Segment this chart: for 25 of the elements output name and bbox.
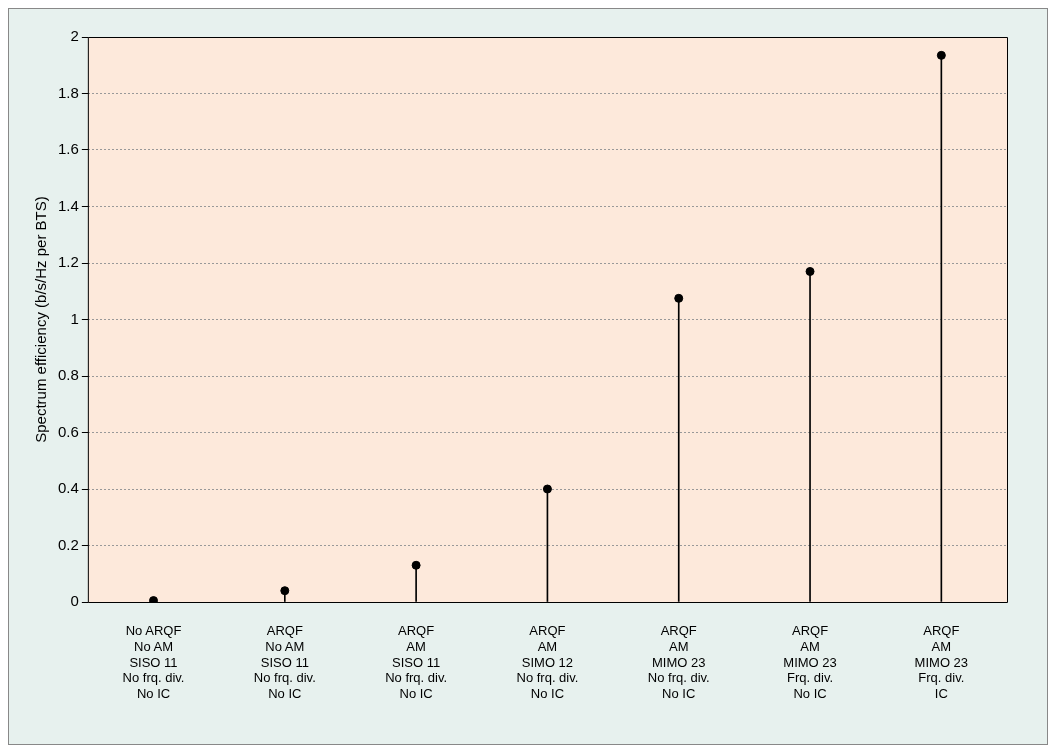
y-tick-label: 1.4 (57, 196, 79, 214)
y-tick-label: 1.8 (57, 83, 79, 101)
y-tick-label: 0.4 (57, 479, 79, 497)
y-tick-label: 1.6 (57, 140, 79, 158)
point (542, 484, 552, 494)
x-tick-label: ARQF AM SISO 11 No frq. div. No IC (385, 623, 448, 701)
y-tick-label: 1 (70, 309, 79, 327)
point (411, 560, 421, 570)
y-tick-label: 2 (70, 27, 79, 45)
x-tick-label: No ARQF No AM SISO 11 No frq. div. No IC (122, 623, 185, 701)
y-tick-label: 1.2 (57, 253, 79, 271)
x-tick-label: ARQF AM MIMO 23 No frq. div. No IC (647, 623, 710, 701)
point (280, 586, 290, 596)
y-tick-label: 0.8 (57, 366, 79, 384)
point (805, 266, 815, 276)
y-axis-title: Spectrum efficiency (b/s/Hz per BTS) (32, 196, 50, 443)
y-tick-label: 0 (70, 592, 79, 610)
x-tick-label: ARQF AM SIMO 12 No frq. div. No IC (516, 623, 579, 701)
y-tick-label: 0.6 (57, 422, 79, 440)
x-tick-label: ARQF AM MIMO 23 Frq. div. IC (914, 623, 969, 701)
x-tick-label: ARQF No AM SISO 11 No frq. div. No IC (253, 623, 316, 701)
x-tick-label: ARQF AM MIMO 23 Frq. div. No IC (783, 623, 837, 701)
point (936, 50, 946, 60)
y-tick-label: 0.2 (57, 535, 79, 553)
point (674, 293, 684, 303)
